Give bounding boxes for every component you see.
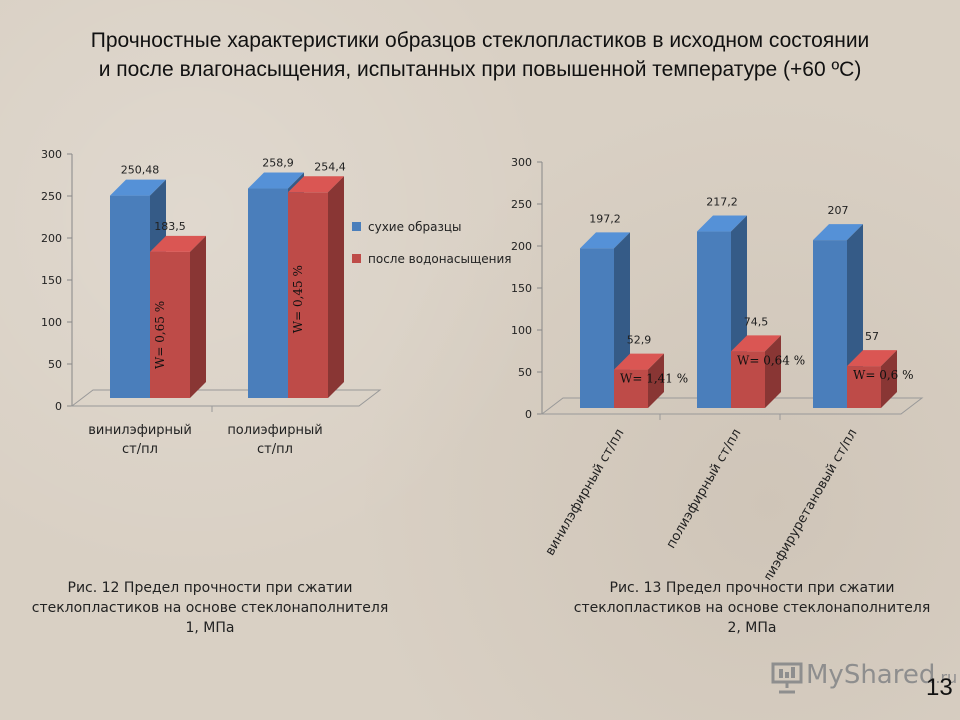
x-category-label: полиэфирный ст/пл [664, 427, 745, 552]
bar-dry-top [697, 215, 747, 232]
myshared-logo: MyShared.ru [770, 658, 957, 698]
x-category-label: полиэфирный ст/пл [227, 423, 322, 457]
bar-wet [288, 176, 344, 398]
bar-dry-top [580, 232, 630, 249]
bar-wet-top [847, 350, 897, 367]
x-category-label: винилэфирный ст/пл [88, 423, 192, 457]
x-category-label: винилэфирный ст/пл [543, 427, 628, 559]
bar-wet-front [731, 351, 765, 408]
y-tick-label: 250 [41, 190, 62, 203]
bar-wet [847, 350, 897, 408]
bar-wet-side [648, 353, 664, 408]
legend-label-dry: сухие образцы [368, 220, 462, 234]
bar-dry-front [813, 240, 847, 408]
bar-wet-side [328, 176, 344, 398]
bar-wet-front [614, 369, 648, 408]
data-label: 254,4 [314, 160, 346, 173]
bar-wet-top [731, 335, 781, 352]
data-label: 74,5 [744, 315, 769, 328]
x-category-label: полиэфируретановый ст/пл [752, 427, 860, 581]
moisture-label: W= 0,64 % [737, 353, 805, 367]
logo-name: MyShared [806, 660, 936, 690]
chart-fig12: 0 50 100 150 200 250 300 250,48 183,5 W= 0,65 % ви… [41, 148, 512, 457]
y-tick-label: 150 [511, 282, 532, 295]
bar-wet-front [150, 251, 190, 398]
y-tick-label: 0 [525, 408, 532, 421]
bar-dry-front [580, 248, 614, 408]
y-tick-label: 200 [41, 232, 62, 245]
y-tick-label: 50 [48, 358, 62, 371]
legend-label-wet: после водонасыщения [368, 252, 512, 266]
data-label: 217,2 [706, 196, 738, 209]
moisture-label: W= 0,6 % [853, 368, 914, 382]
y-tick-label: 100 [511, 324, 532, 337]
caption-fig13: Рис. 13 Предел прочности при сжатии стек… [573, 580, 931, 636]
y-tick-label: 0 [55, 400, 62, 413]
moisture-label: W= 0,65 % [153, 301, 167, 369]
moisture-label: W= 0,45 % [291, 265, 305, 333]
chart-floor [70, 389, 382, 407]
data-label: 250,48 [121, 164, 160, 177]
y-tick-label: 250 [511, 198, 532, 211]
logo-text: MyShared.ru [806, 660, 957, 690]
bar-wet-top [150, 235, 206, 252]
bar-wet [614, 353, 664, 408]
data-label: 197,2 [589, 212, 621, 225]
y-tick-label: 150 [41, 274, 62, 287]
chart-fig13: 0 50 100 150 200 250 300 197,2 52,9 W= 1,41 % вини… [511, 156, 924, 581]
moisture-label: W= 1,41 % [620, 372, 688, 386]
bar-wet-top [614, 353, 664, 370]
data-label: 183,5 [154, 220, 186, 233]
y-tick-label: 100 [41, 316, 62, 329]
bar-dry-top [248, 172, 304, 189]
bar-wet [150, 235, 206, 398]
bar-wet-side [881, 350, 897, 408]
bar-wet [731, 335, 781, 408]
legend-swatch-wet [352, 254, 361, 263]
bar-dry-front [697, 231, 731, 408]
slide-title: Прочностные характеристики образцов стек… [90, 29, 870, 81]
presentation-icon [771, 662, 803, 694]
y-tick-label: 50 [518, 366, 532, 379]
data-label: 57 [865, 330, 879, 343]
bar-dry-top [813, 224, 863, 241]
bar-wet-top [288, 176, 344, 193]
x-category-label-line: ст/пл [122, 442, 158, 457]
bar-wet-front [288, 192, 328, 398]
bar-wet-side [190, 235, 206, 398]
bar-wet-side [765, 335, 781, 408]
data-label: 207 [828, 204, 849, 217]
legend-swatch-dry [352, 222, 361, 231]
data-label: 52,9 [627, 334, 652, 347]
y-tick-label: 300 [41, 148, 62, 161]
logo-suffix: .ru [935, 668, 958, 687]
bar-dry-top [110, 179, 166, 196]
y-tick-label: 300 [511, 156, 532, 169]
x-category-label-line: винилэфирный [88, 423, 192, 438]
caption-fig12: Рис. 12 Предел прочности при сжатии стек… [31, 580, 389, 636]
x-category-label-line: ст/пл [257, 442, 293, 457]
chart-floor [540, 397, 924, 415]
y-tick-label: 200 [511, 240, 532, 253]
page-number: 13 [926, 674, 953, 701]
bar-wet-front [847, 366, 881, 408]
bar-dry-front [248, 188, 288, 398]
data-label: 258,9 [262, 157, 294, 170]
bar-dry-front [110, 195, 150, 398]
x-category-label-line: полиэфирный [227, 423, 322, 438]
